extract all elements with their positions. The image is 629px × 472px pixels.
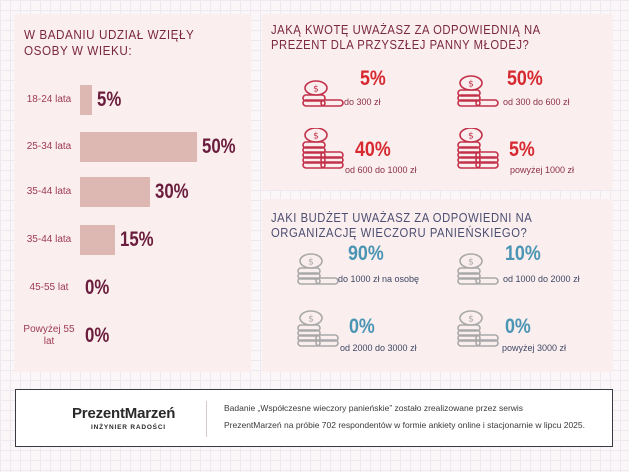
svg-text:$: $ xyxy=(313,85,319,95)
coin-stack-icon: $ xyxy=(300,127,346,174)
age-category-label: 35-44 lata xyxy=(26,186,72,197)
brand-tagline: INŻYNIER RADOŚCI xyxy=(91,424,166,431)
svg-text:$: $ xyxy=(313,132,319,142)
age-bar xyxy=(80,225,116,255)
brand-logo: PrezentMarzeń xyxy=(72,405,176,422)
stat-label: od 300 do 600 zł xyxy=(503,97,570,107)
stat-value: 0% xyxy=(349,315,375,338)
svg-text:$: $ xyxy=(308,315,314,325)
age-category-label: Powyżej 55 lat xyxy=(23,324,75,347)
party-panel-title: JAKI BUDŻET UWAŻASZ ZA ODPOWIEDNI NA ORG… xyxy=(271,211,532,240)
footer-note-line-1: Badanie „Współczesne wieczory panieńskie… xyxy=(224,403,524,413)
coin-stack-icon: $ xyxy=(295,244,341,290)
coin-stack-icon: $ xyxy=(300,66,346,112)
stat-value: 0% xyxy=(505,315,531,338)
age-category-label: 35-44 lata xyxy=(26,234,72,245)
age-bar-value: 0% xyxy=(85,276,110,299)
stat-label: powyżej 3000 zł xyxy=(502,343,567,353)
stat-label: od 1000 do 2000 zł xyxy=(503,274,580,284)
stat-value: 5% xyxy=(509,138,535,161)
stat-value: 90% xyxy=(348,242,384,265)
age-bar-value: 30% xyxy=(155,180,189,203)
age-bar xyxy=(80,85,92,115)
svg-text:$: $ xyxy=(468,80,474,90)
stat-label: od 2000 do 3000 zł xyxy=(340,343,417,353)
age-bar-value: 50% xyxy=(202,135,236,158)
stat-value: 10% xyxy=(505,242,541,265)
svg-text:$: $ xyxy=(468,258,474,268)
age-category-label: 45-55 lat xyxy=(29,282,69,293)
age-category-label: 25-34 lata xyxy=(26,141,72,152)
age-category-label: 18-24 lata xyxy=(26,94,72,105)
age-bar-value: 5% xyxy=(96,88,121,111)
coin-stack-icon: $ xyxy=(455,127,501,174)
age-bar-value: 0% xyxy=(85,324,110,347)
age-panel-title: W BADANIU UDZIAŁ WZIĘŁY OSOBY W WIEKU: xyxy=(24,27,195,58)
gift-panel-title: JAKĄ KWOTĘ UWAŻASZ ZA ODPOWIEDNIĄ NA PRE… xyxy=(271,23,541,52)
stat-label: do 300 zł xyxy=(344,97,381,107)
footer-divider xyxy=(206,401,207,437)
svg-text:$: $ xyxy=(468,132,474,142)
coin-stack-icon: $ xyxy=(455,66,501,112)
footer: PrezentMarzeń INŻYNIER RADOŚCI Badanie „… xyxy=(15,389,613,447)
age-bar-value: 15% xyxy=(120,228,154,251)
stat-label: powyżej 1000 zł xyxy=(510,165,575,175)
footer-note-line-2: PrezentMarzeń na próbie 702 respondentów… xyxy=(224,420,585,430)
stat-value: 50% xyxy=(507,67,543,90)
coin-stack-icon: $ xyxy=(455,244,501,290)
stat-value: 40% xyxy=(355,138,391,161)
coin-stack-icon: $ xyxy=(295,306,341,352)
coin-stack-icon: $ xyxy=(455,306,501,352)
age-bar xyxy=(80,177,151,207)
age-bar xyxy=(80,132,197,162)
svg-text:$: $ xyxy=(308,258,314,268)
svg-text:$: $ xyxy=(468,315,474,325)
stat-label: od 600 do 1000 zł xyxy=(345,165,417,175)
stat-label: do 1000 zł na osobę xyxy=(338,274,420,284)
stat-value: 5% xyxy=(360,67,386,90)
